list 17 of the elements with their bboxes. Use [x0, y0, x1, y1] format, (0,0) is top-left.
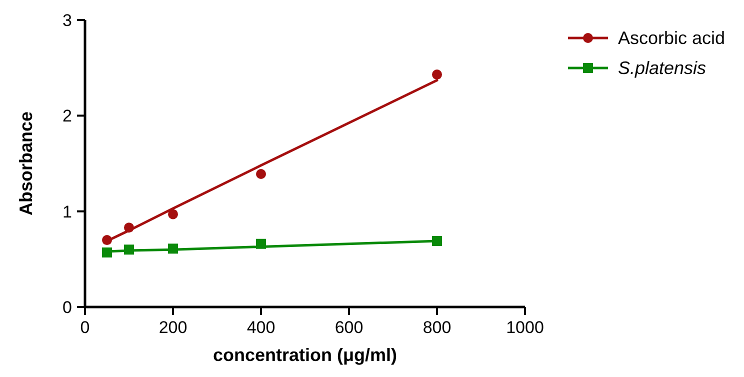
x-tick-label: 1000 [506, 318, 544, 337]
y-tick-label: 0 [62, 298, 72, 317]
x-axis-title: concentration (μg/ml) [212, 345, 398, 365]
y-tick-label: 1 [62, 202, 72, 222]
legend-label: Ascorbic acid [618, 28, 726, 48]
x-tick-label: 0 [80, 318, 90, 337]
y-tick-label: 2 [62, 106, 72, 126]
x-tick-label: 400 [246, 318, 276, 337]
x-tick-label: 600 [334, 318, 364, 337]
point [256, 169, 266, 180]
legend-label: S.platensis [618, 58, 706, 78]
y-axis-title: Absorbance [16, 111, 36, 216]
x-tick-label: 200 [158, 318, 188, 337]
x-tick-label: 800 [422, 318, 452, 337]
y-tick-label: 3 [62, 11, 72, 30]
point [168, 209, 178, 220]
point [432, 70, 442, 80]
